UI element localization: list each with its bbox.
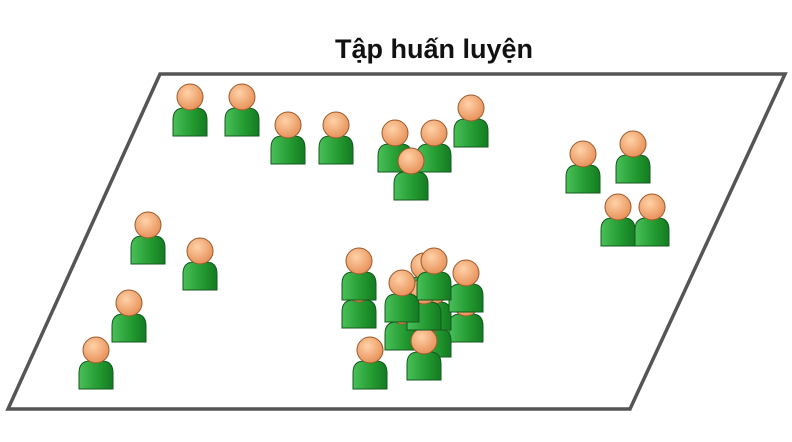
person-head: [115, 289, 143, 317]
person-head: [82, 336, 110, 364]
person-head: [410, 327, 438, 355]
person-head: [420, 119, 448, 147]
person-icon: [111, 289, 147, 343]
person-head: [345, 247, 373, 275]
person-head: [397, 147, 425, 175]
person-head: [569, 140, 597, 168]
person-body: [384, 293, 420, 323]
person-icon: [270, 111, 306, 165]
person-body: [270, 135, 306, 165]
person-head: [176, 83, 204, 111]
person-head: [420, 247, 448, 275]
person-body: [130, 235, 166, 265]
person-icon: [634, 193, 670, 247]
person-icon: [600, 193, 636, 247]
person-body: [341, 271, 377, 301]
person-icon: [318, 111, 354, 165]
person-icon: [384, 269, 420, 323]
person-body: [172, 107, 208, 137]
person-icon: [615, 130, 651, 184]
person-icon: [406, 327, 442, 381]
person-body: [600, 217, 636, 247]
person-body: [416, 271, 452, 301]
person-body: [182, 261, 218, 291]
person-head: [274, 111, 302, 139]
person-icon: [130, 211, 166, 265]
person-body: [78, 360, 114, 390]
person-body: [406, 351, 442, 381]
person-head: [356, 336, 384, 364]
person-body: [453, 118, 489, 148]
person-head: [186, 237, 214, 265]
person-body: [352, 360, 388, 390]
person-body: [111, 313, 147, 343]
person-head: [322, 111, 350, 139]
person-icon: [416, 247, 452, 301]
person-head: [228, 83, 256, 111]
training-set-plane: [5, 72, 788, 411]
person-icon: [393, 147, 429, 201]
person-body: [318, 135, 354, 165]
person-head: [388, 269, 416, 297]
person-head: [134, 211, 162, 239]
person-head: [619, 130, 647, 158]
person-icon: [453, 94, 489, 148]
person-head: [381, 119, 409, 147]
person-icon: [352, 336, 388, 390]
person-head: [604, 193, 632, 221]
person-body: [615, 154, 651, 184]
person-icon: [224, 83, 260, 137]
person-head: [638, 193, 666, 221]
person-body: [448, 313, 484, 343]
person-icon: [341, 247, 377, 301]
diagram-title: Tập huấn luyện: [335, 34, 533, 64]
person-icon: [78, 336, 114, 390]
person-icon: [172, 83, 208, 137]
person-body: [224, 107, 260, 137]
person-icon: [416, 119, 452, 173]
person-body: [341, 299, 377, 329]
person-body: [448, 283, 484, 313]
person-head: [457, 94, 485, 122]
person-body: [565, 164, 601, 194]
person-body: [634, 217, 670, 247]
person-body: [393, 171, 429, 201]
person-icon: [448, 259, 484, 313]
person-icon: [565, 140, 601, 194]
people-group: [78, 83, 670, 390]
person-icon: [182, 237, 218, 291]
person-head: [452, 259, 480, 287]
